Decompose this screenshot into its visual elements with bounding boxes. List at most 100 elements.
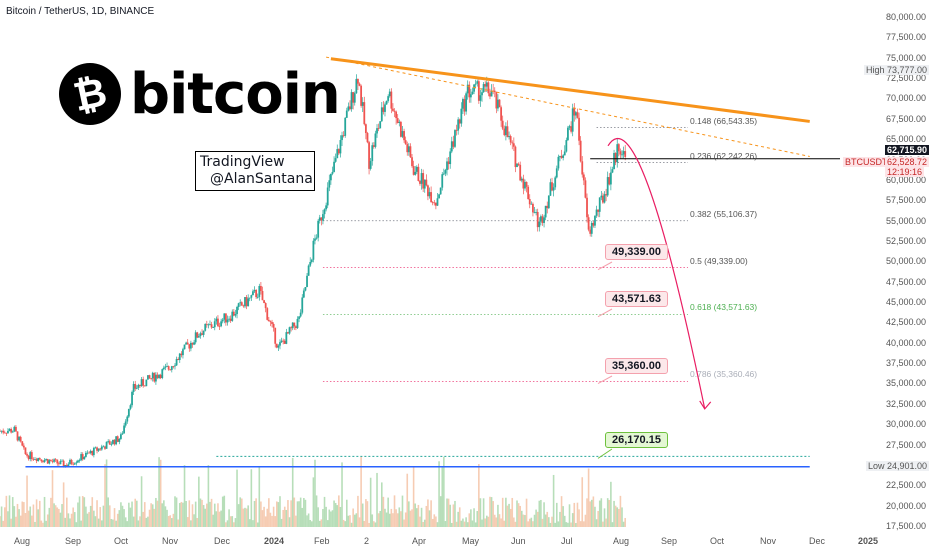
- candle-body: [485, 82, 488, 87]
- candle-body: [371, 145, 374, 162]
- high-value: 73,777.00: [885, 65, 930, 75]
- volume-bar: [568, 504, 571, 527]
- candle-body: [201, 333, 203, 335]
- time-tick: Apr: [412, 536, 427, 546]
- candle-body: [434, 202, 437, 206]
- fib-lines: [322, 127, 688, 382]
- candle-body: [172, 366, 175, 368]
- candle-body: [34, 459, 36, 460]
- volume-bar: [0, 506, 3, 527]
- time-tick: Jul: [561, 536, 573, 546]
- candle-body: [91, 450, 94, 456]
- candle-body: [469, 94, 472, 98]
- candle-body: [431, 202, 434, 204]
- candle-body: [423, 179, 426, 189]
- candle-body: [605, 194, 608, 196]
- candle-body: [178, 353, 181, 360]
- candle-body: [388, 91, 391, 97]
- volume-bar: [541, 518, 544, 527]
- volume-bar: [40, 520, 43, 527]
- candle-body: [512, 143, 515, 147]
- volume-bar: [89, 505, 92, 527]
- time-tick: Feb: [314, 536, 330, 546]
- candle-body: [221, 319, 224, 322]
- volume-bar: [595, 519, 598, 527]
- target-label-43571: 43,571.63: [605, 291, 668, 307]
- volume-bar: [231, 516, 234, 527]
- candle-body: [282, 340, 285, 342]
- candle-body: [54, 459, 57, 461]
- volume-bar: [158, 457, 160, 527]
- candle-body: [61, 460, 63, 462]
- candle-body: [406, 144, 409, 153]
- candle-body: [51, 461, 54, 462]
- candle-body: [77, 460, 79, 463]
- candle-body: [377, 128, 380, 129]
- candle-body: [299, 312, 302, 317]
- volume-bar: [610, 481, 612, 527]
- volume-bar: [226, 520, 229, 527]
- candle-body: [16, 431, 19, 441]
- volume-bar: [435, 516, 437, 527]
- volume-bar: [400, 511, 402, 527]
- volume-bar: [487, 516, 490, 527]
- candle-body: [304, 286, 307, 291]
- candle-body: [183, 344, 186, 350]
- volume-bar: [438, 461, 440, 527]
- volume-bar: [576, 502, 579, 527]
- candle-body: [72, 463, 75, 465]
- candle-body: [186, 342, 189, 345]
- candle-body: [298, 316, 300, 319]
- volume-bar: [481, 519, 483, 527]
- candle-body: [606, 177, 609, 196]
- candle-body: [112, 439, 114, 444]
- candle-body: [255, 290, 258, 298]
- volume-bar: [102, 505, 105, 527]
- price-tick: 55,000.00: [885, 215, 926, 226]
- candle-body: [450, 141, 453, 152]
- candle-body: [62, 460, 65, 467]
- volume-bar: [431, 518, 434, 527]
- candle-body: [401, 131, 404, 137]
- candle-body: [120, 434, 122, 439]
- candle-body: [465, 93, 468, 112]
- volume-bar: [304, 499, 307, 527]
- candle-body: [520, 178, 523, 181]
- volume-bar: [463, 521, 466, 527]
- candle-body: [477, 81, 480, 101]
- volume-bar: [126, 521, 129, 527]
- volume-bar: [61, 504, 63, 527]
- volume-bar: [484, 518, 487, 527]
- volume-bar: [533, 514, 536, 527]
- candle-body: [549, 182, 552, 196]
- candle-body: [399, 121, 402, 137]
- volume-bar: [573, 502, 576, 527]
- candle-body: [501, 120, 504, 129]
- fib-label-0148: 0.148 (66,543.35): [690, 116, 758, 126]
- candle-body: [65, 465, 68, 467]
- volume-bar: [450, 522, 453, 527]
- candle-body: [250, 295, 253, 298]
- candle-body: [425, 179, 428, 186]
- price-tick: 27,500.00: [885, 439, 926, 450]
- volume-bar: [349, 515, 351, 527]
- price-tick: 75,000.00: [885, 52, 926, 63]
- volume-bar: [123, 509, 125, 527]
- volume-bar: [423, 519, 426, 527]
- candle-body: [218, 325, 221, 327]
- candle-body: [395, 111, 398, 119]
- volume-bar: [330, 511, 332, 527]
- candle-body: [5, 432, 8, 434]
- price-tick: 67,500.00: [885, 113, 926, 124]
- volume-bar: [373, 521, 375, 527]
- volume-bar: [183, 465, 186, 527]
- candle-body: [347, 106, 350, 111]
- candle-body: [584, 180, 587, 198]
- candle-body: [245, 297, 248, 307]
- price-tick: 80,000.00: [885, 12, 926, 22]
- volume-bar: [108, 505, 111, 527]
- candle-body: [578, 117, 580, 141]
- volume-bar: [73, 512, 76, 527]
